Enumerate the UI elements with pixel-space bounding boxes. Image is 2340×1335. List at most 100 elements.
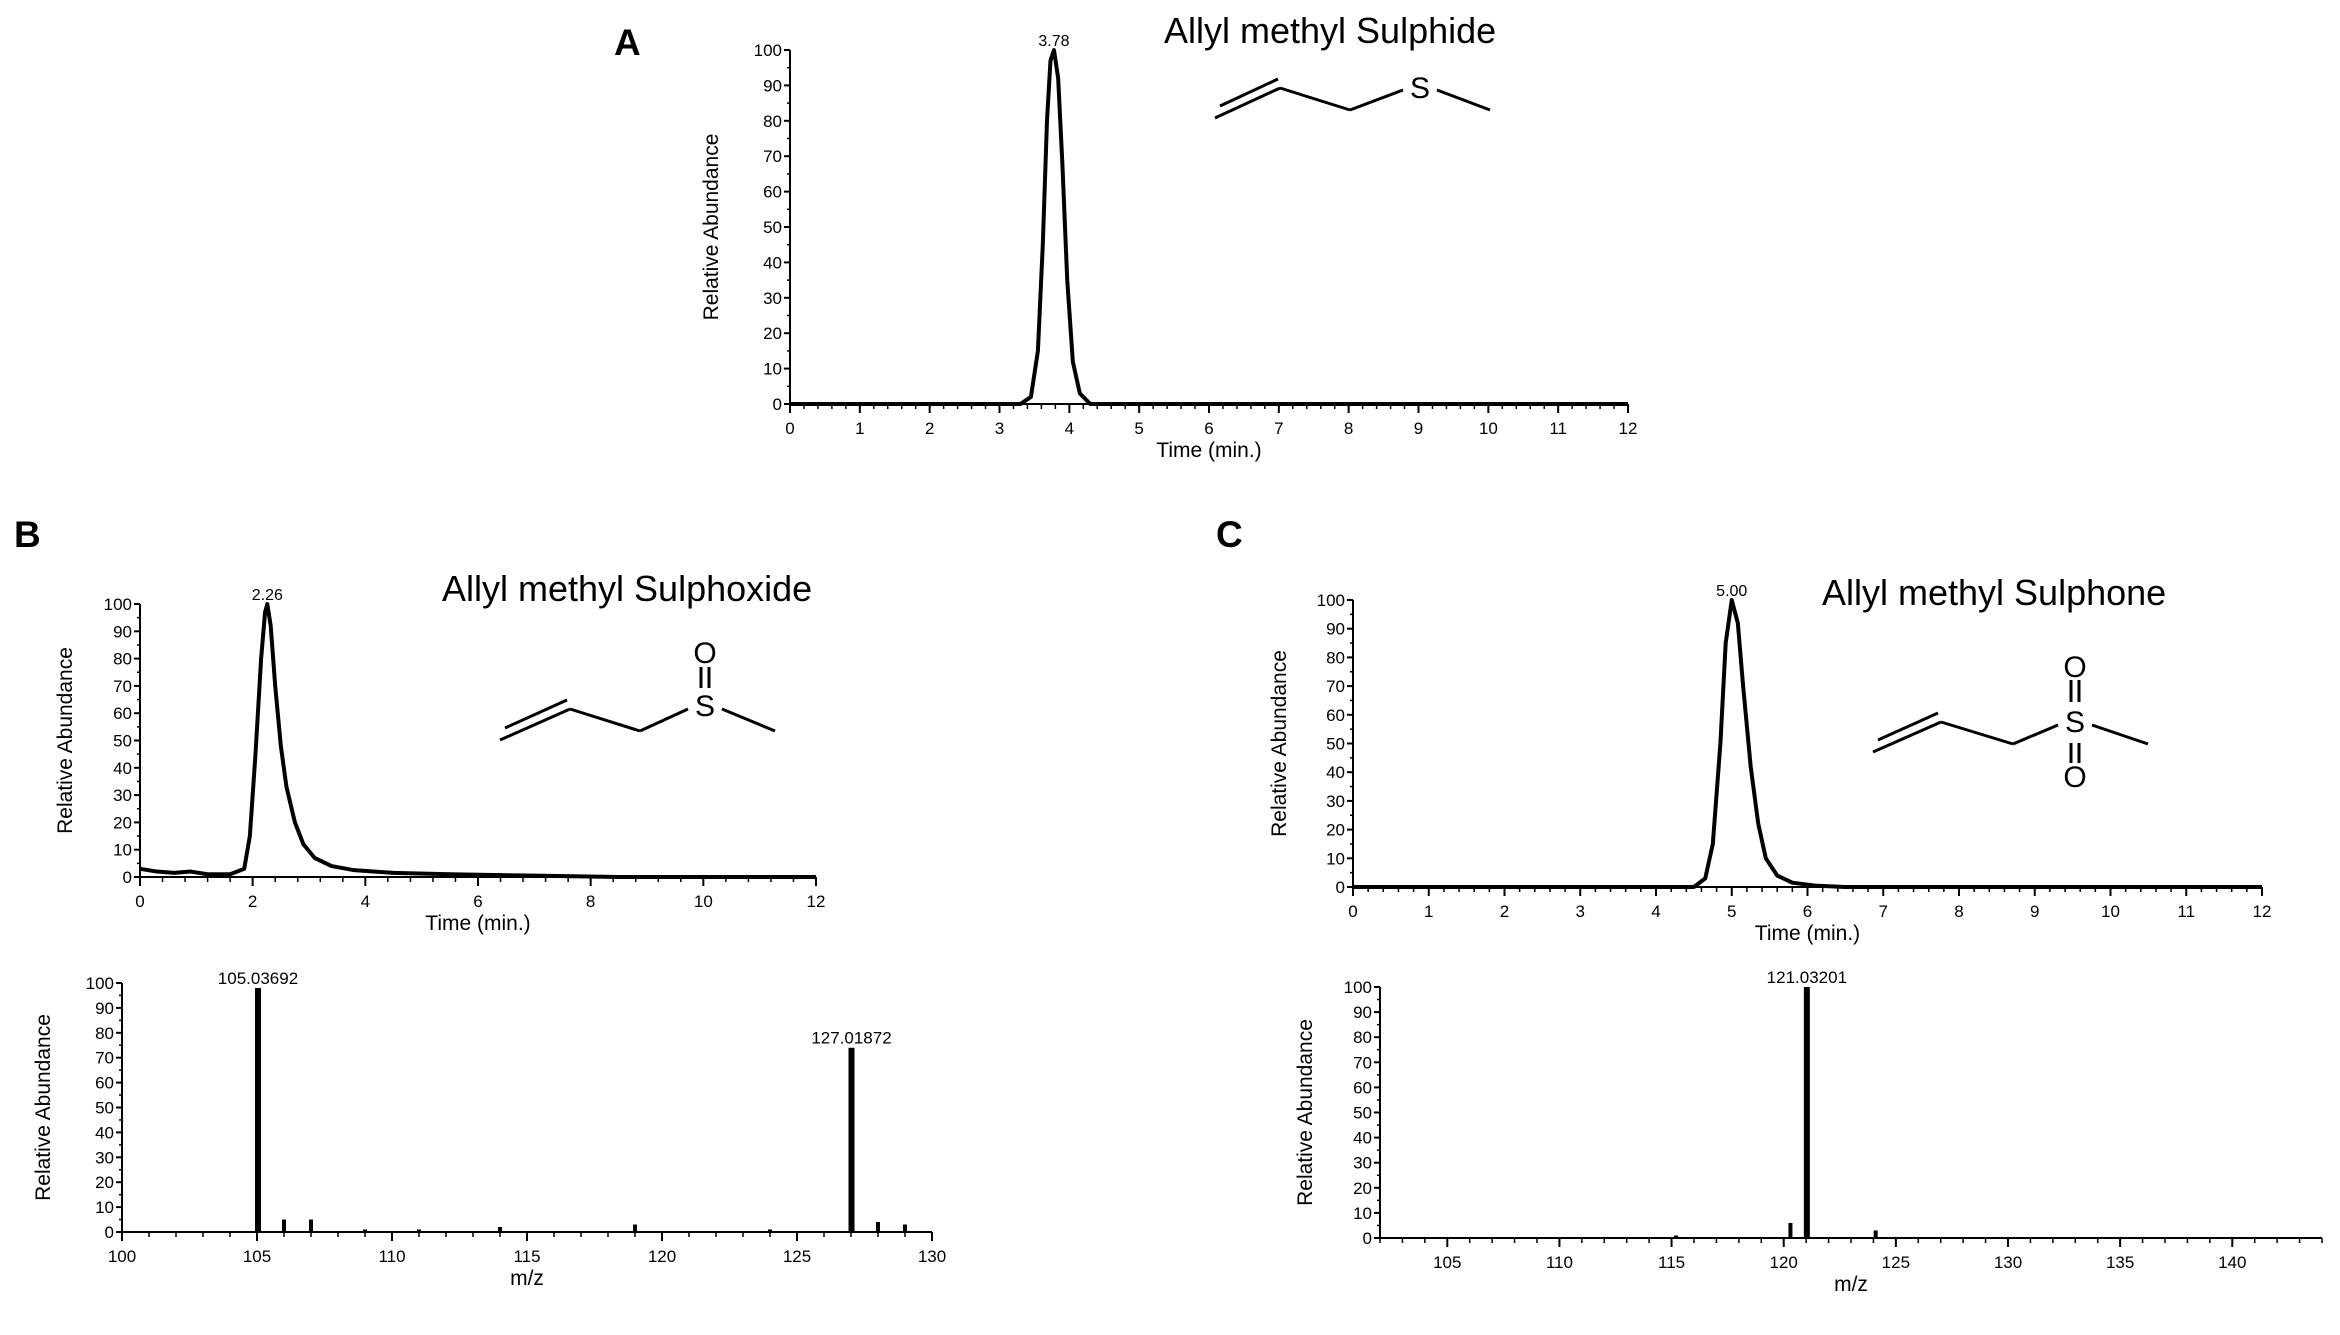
x-tick-label: 6 bbox=[1803, 902, 1812, 921]
y-tick-label: 40 bbox=[1326, 763, 1345, 782]
x-tick-label: 8 bbox=[586, 892, 595, 911]
x-tick-label: 110 bbox=[1546, 1253, 1573, 1272]
structure-sulphide: S bbox=[1214, 72, 1491, 120]
y-tick-label: 40 bbox=[763, 253, 782, 272]
y-tick-label: 90 bbox=[113, 622, 132, 641]
x-tick-label: 7 bbox=[1274, 419, 1283, 438]
y-tick-label: 30 bbox=[1353, 1154, 1372, 1173]
y-tick-label: 80 bbox=[113, 650, 132, 669]
x-tick-label: 10 bbox=[1479, 419, 1498, 438]
chart-c-mass-spectrum: 0 10 20 30 40 50 60 70 80 90 100 105 110 115 120 125 130… bbox=[1294, 968, 2323, 1296]
x-tick-label: 115 bbox=[513, 1247, 540, 1266]
x-tick-label: 12 bbox=[807, 892, 826, 911]
x-tick-label: 12 bbox=[2253, 902, 2272, 921]
x-tick-label: 100 bbox=[108, 1247, 136, 1266]
y-tick-label: 80 bbox=[1326, 648, 1345, 667]
y-tick-label: 50 bbox=[95, 1099, 114, 1118]
y-tick-label: 10 bbox=[763, 360, 782, 379]
peak-label: 5.00 bbox=[1716, 583, 1747, 600]
sulphone-o-atom-bottom: O bbox=[2063, 761, 2086, 794]
x-tick-label: 9 bbox=[2030, 902, 2039, 921]
x-tick-label: 12 bbox=[1619, 419, 1638, 438]
y-tick-label: 10 bbox=[1326, 849, 1345, 868]
x-tick-label: 4 bbox=[1651, 902, 1660, 921]
y-tick-label: 80 bbox=[763, 112, 782, 131]
y-tick-label: 70 bbox=[763, 147, 782, 166]
y-tick-label: 100 bbox=[86, 974, 114, 993]
x-tick-label: 125 bbox=[783, 1247, 811, 1266]
y-tick-label: 30 bbox=[113, 786, 132, 805]
y-tick-label: 90 bbox=[95, 999, 114, 1018]
x-tick-label: 125 bbox=[1882, 1253, 1910, 1272]
x-tick-label: 120 bbox=[1770, 1253, 1798, 1272]
x-tick-label: 1 bbox=[1424, 902, 1433, 921]
y-tick-label: 90 bbox=[1353, 1003, 1372, 1022]
x-tick-label: 10 bbox=[2101, 902, 2120, 921]
title-sulphoxide: Allyl methyl Sulphoxide bbox=[442, 568, 813, 609]
structure-sulphoxide: S O bbox=[499, 637, 776, 742]
x-tick-label: 5 bbox=[1134, 419, 1143, 438]
sulphone-s-atom: S bbox=[2065, 706, 2085, 739]
x-tick-label: 4 bbox=[361, 892, 370, 911]
y-tick-label: 0 bbox=[105, 1223, 114, 1242]
x-tick-label: 9 bbox=[1414, 419, 1423, 438]
y-tick-label: 80 bbox=[1353, 1028, 1372, 1047]
x-axis-title: Time (min.) bbox=[425, 912, 530, 935]
x-tick-label: 0 bbox=[785, 419, 794, 438]
x-tick-label: 10 bbox=[694, 892, 713, 911]
y-tick-label: 60 bbox=[1353, 1078, 1372, 1097]
chromatogram-trace bbox=[139, 602, 816, 879]
x-tick-label: 6 bbox=[473, 892, 482, 911]
mass-peak-label: 127.01872 bbox=[811, 1029, 891, 1048]
title-sulphide: Allyl methyl Sulphide bbox=[1164, 10, 1497, 51]
y-tick-label: 40 bbox=[1353, 1129, 1372, 1148]
y-axis-title: Relative Abundance bbox=[1268, 650, 1291, 837]
y-tick-label: 40 bbox=[95, 1123, 114, 1142]
x-tick-label: 11 bbox=[1549, 419, 1567, 438]
y-axis-title: Relative Abundance bbox=[700, 134, 723, 321]
x-tick-label: 8 bbox=[1954, 902, 1963, 921]
x-tick-label: 140 bbox=[2218, 1253, 2246, 1272]
y-tick-label: 30 bbox=[95, 1148, 114, 1167]
peak-label: 2.26 bbox=[252, 587, 283, 604]
y-tick-label: 50 bbox=[763, 218, 782, 237]
x-tick-label: 120 bbox=[648, 1247, 676, 1266]
y-tick-label: 0 bbox=[1363, 1229, 1372, 1248]
x-tick-label: 115 bbox=[1658, 1253, 1685, 1272]
y-tick-label: 10 bbox=[113, 841, 132, 860]
y-tick-label: 20 bbox=[1353, 1179, 1372, 1198]
y-tick-label: 30 bbox=[763, 289, 782, 308]
x-axis-title: m/z bbox=[1834, 1273, 1868, 1296]
panel-letter-a: A bbox=[614, 22, 641, 63]
peak-label: 3.78 bbox=[1038, 33, 1069, 50]
y-tick-label: 70 bbox=[113, 677, 132, 696]
y-tick-label: 50 bbox=[1326, 735, 1345, 754]
y-tick-label: 50 bbox=[1353, 1104, 1372, 1123]
y-tick-label: 10 bbox=[1353, 1204, 1372, 1223]
x-tick-label: 3 bbox=[995, 419, 1004, 438]
chromatogram-trace bbox=[790, 48, 1628, 406]
y-tick-label: 0 bbox=[773, 395, 782, 414]
x-tick-label: 130 bbox=[918, 1247, 946, 1266]
sulphone-o-atom-top: O bbox=[2063, 651, 2086, 684]
x-tick-label: 110 bbox=[378, 1247, 405, 1266]
chart-b-chromatogram: 0 10 20 30 40 50 60 70 80 90 100 0 2 4 6 8 10 12 Time (min… bbox=[54, 587, 825, 935]
x-tick-label: 4 bbox=[1065, 419, 1074, 438]
y-tick-label: 60 bbox=[1326, 706, 1345, 725]
y-tick-label: 60 bbox=[113, 704, 132, 723]
y-tick-label: 100 bbox=[754, 41, 782, 60]
y-tick-label: 100 bbox=[104, 595, 132, 614]
x-tick-label: 0 bbox=[1348, 902, 1357, 921]
x-tick-label: 3 bbox=[1576, 902, 1585, 921]
y-tick-label: 40 bbox=[113, 759, 132, 778]
y-tick-label: 20 bbox=[95, 1173, 114, 1192]
chart-b-mass-spectrum: 0 10 20 30 40 50 60 70 80 90 100 100 105 110 115 120 125… bbox=[32, 969, 946, 1290]
x-tick-label: 7 bbox=[1879, 902, 1888, 921]
x-axis-title: Time (min.) bbox=[1755, 922, 1860, 945]
y-tick-label: 70 bbox=[95, 1049, 114, 1068]
mass-peak-label: 105.03692 bbox=[218, 969, 298, 988]
mass-peak-label: 121.03201 bbox=[1767, 968, 1847, 987]
y-tick-label: 60 bbox=[763, 183, 782, 202]
